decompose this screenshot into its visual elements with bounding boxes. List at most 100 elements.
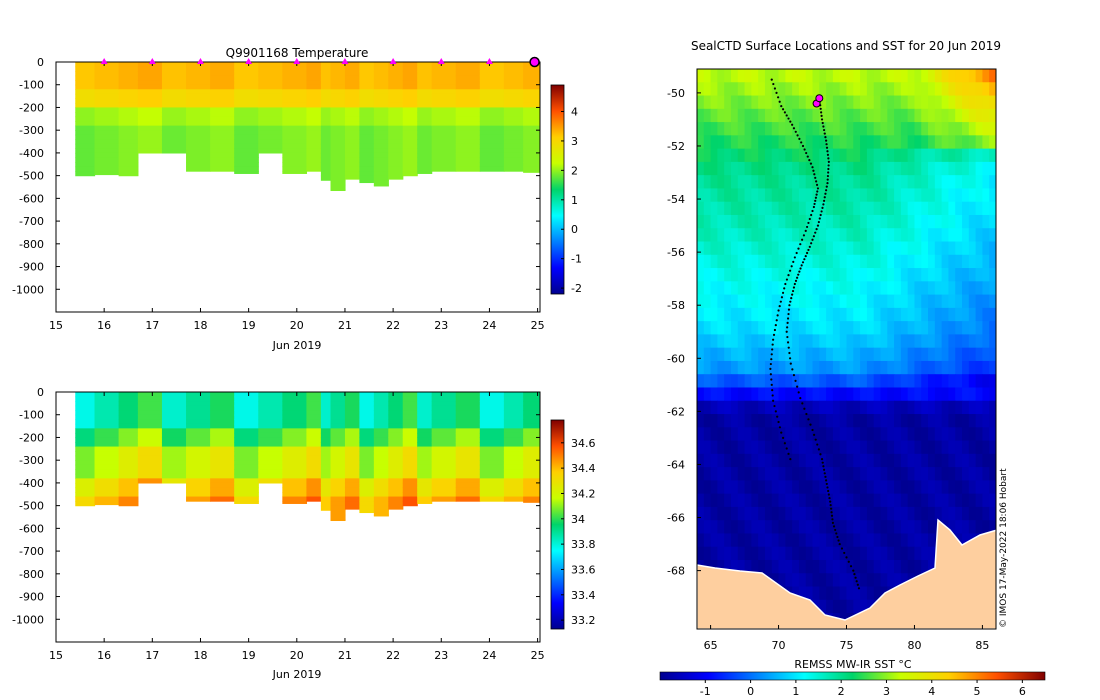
salinity-cell <box>320 432 332 439</box>
salinity-cell <box>75 487 96 493</box>
sst-cell <box>771 440 780 455</box>
salinity-cell <box>282 501 308 504</box>
salinity-cell <box>359 428 375 434</box>
sst-cell <box>724 254 732 269</box>
temperature-cell <box>258 75 283 81</box>
sst-cell <box>744 546 752 561</box>
temperature-cell <box>330 84 346 90</box>
sst-cell <box>764 294 773 309</box>
sst-cell <box>703 414 712 428</box>
salinity-cell <box>388 396 404 402</box>
sst-cell <box>771 480 780 495</box>
sst-cell <box>873 334 881 349</box>
temperature-cell <box>306 107 322 113</box>
temperature-cell <box>94 75 120 81</box>
sst-cell <box>737 108 746 123</box>
salinity-cell <box>118 405 139 411</box>
track-west-dot <box>773 87 777 90</box>
profile-marker <box>148 58 156 64</box>
sst-cell <box>826 148 834 163</box>
salinity-cell <box>210 405 235 411</box>
sst-cell <box>968 440 977 455</box>
salinity-cell <box>306 432 322 439</box>
salinity-cell <box>137 473 163 479</box>
sst-cell <box>771 334 780 349</box>
sst-cell <box>880 281 888 296</box>
sst-cell <box>758 506 766 521</box>
sst-cell <box>819 82 827 97</box>
salinity-cell <box>402 455 418 461</box>
salinity-cell <box>344 419 361 425</box>
sst-cell <box>962 294 970 309</box>
track-west-dot <box>815 180 818 183</box>
sst-cell <box>948 161 956 176</box>
sst-cell <box>826 400 834 415</box>
temperature-cell <box>479 148 505 154</box>
sst-cell <box>982 281 990 296</box>
sst-cell <box>744 108 752 123</box>
sst-cell <box>853 135 861 150</box>
salinity-cell <box>373 460 389 466</box>
sst-cell <box>941 122 949 136</box>
sst-cell <box>798 440 807 455</box>
salinity-cell <box>479 423 505 429</box>
salinity-cell <box>94 501 120 506</box>
sst-cell <box>853 387 861 402</box>
sst-cell <box>955 175 963 189</box>
sst-cell <box>900 95 909 110</box>
sst-cell <box>921 347 929 362</box>
sst-cell <box>948 520 956 534</box>
x-tick-label: 25 <box>531 649 545 662</box>
sst-cell <box>853 427 861 442</box>
sst-cell <box>880 95 888 110</box>
sst-cell <box>798 520 807 534</box>
temperature-cell <box>388 112 404 118</box>
sst-cell <box>730 334 739 349</box>
sst-cell <box>710 334 718 349</box>
sst-cell <box>703 307 712 322</box>
sst-cell <box>962 493 970 508</box>
salinity-cell <box>258 460 283 466</box>
sst-cell <box>798 201 807 216</box>
sst-cell <box>934 374 943 388</box>
sst-cell <box>839 493 847 508</box>
salinity-cell <box>402 460 418 466</box>
sst-cell <box>928 559 936 574</box>
sst-cell <box>907 334 915 349</box>
sst-cell <box>941 175 949 189</box>
sst-cell <box>887 414 895 428</box>
temperature-cell <box>359 139 375 145</box>
sst-cell <box>839 201 847 216</box>
sst-cell <box>744 533 752 548</box>
track-east-dot <box>786 321 789 325</box>
sst-cell <box>928 520 936 534</box>
sst-cell <box>839 334 847 349</box>
sst-cell <box>894 506 902 521</box>
y-tick-label: 0 <box>37 386 44 399</box>
sst-colorbar-label: REMSS MW-IR SST °C <box>794 658 912 671</box>
sst-cell <box>975 241 983 256</box>
temperature-cell <box>373 89 389 95</box>
temperature-cell <box>320 80 332 86</box>
sst-cell <box>934 281 943 296</box>
sst-cell <box>900 573 909 588</box>
track-east-dot <box>803 407 806 410</box>
sst-cell <box>805 334 814 349</box>
salinity-cell <box>118 414 139 420</box>
temperature-cell <box>479 71 505 77</box>
temperature-cell <box>282 107 308 113</box>
temperature-cell <box>503 130 524 136</box>
y-tick-label: -200 <box>19 101 44 114</box>
map-x-tick-label: 75 <box>840 639 854 652</box>
sst-cell <box>744 321 752 335</box>
sst-cell <box>853 241 861 256</box>
sst-cell <box>730 387 739 402</box>
x-tick-label: 23 <box>434 649 448 662</box>
y-tick-label: -800 <box>19 238 44 251</box>
sst-cell <box>928 387 936 402</box>
salinity-cell <box>94 469 120 475</box>
sst-cell <box>805 69 814 83</box>
sst-cell <box>758 347 766 362</box>
track-west-dot <box>773 328 777 332</box>
sst-cell <box>955 374 963 388</box>
